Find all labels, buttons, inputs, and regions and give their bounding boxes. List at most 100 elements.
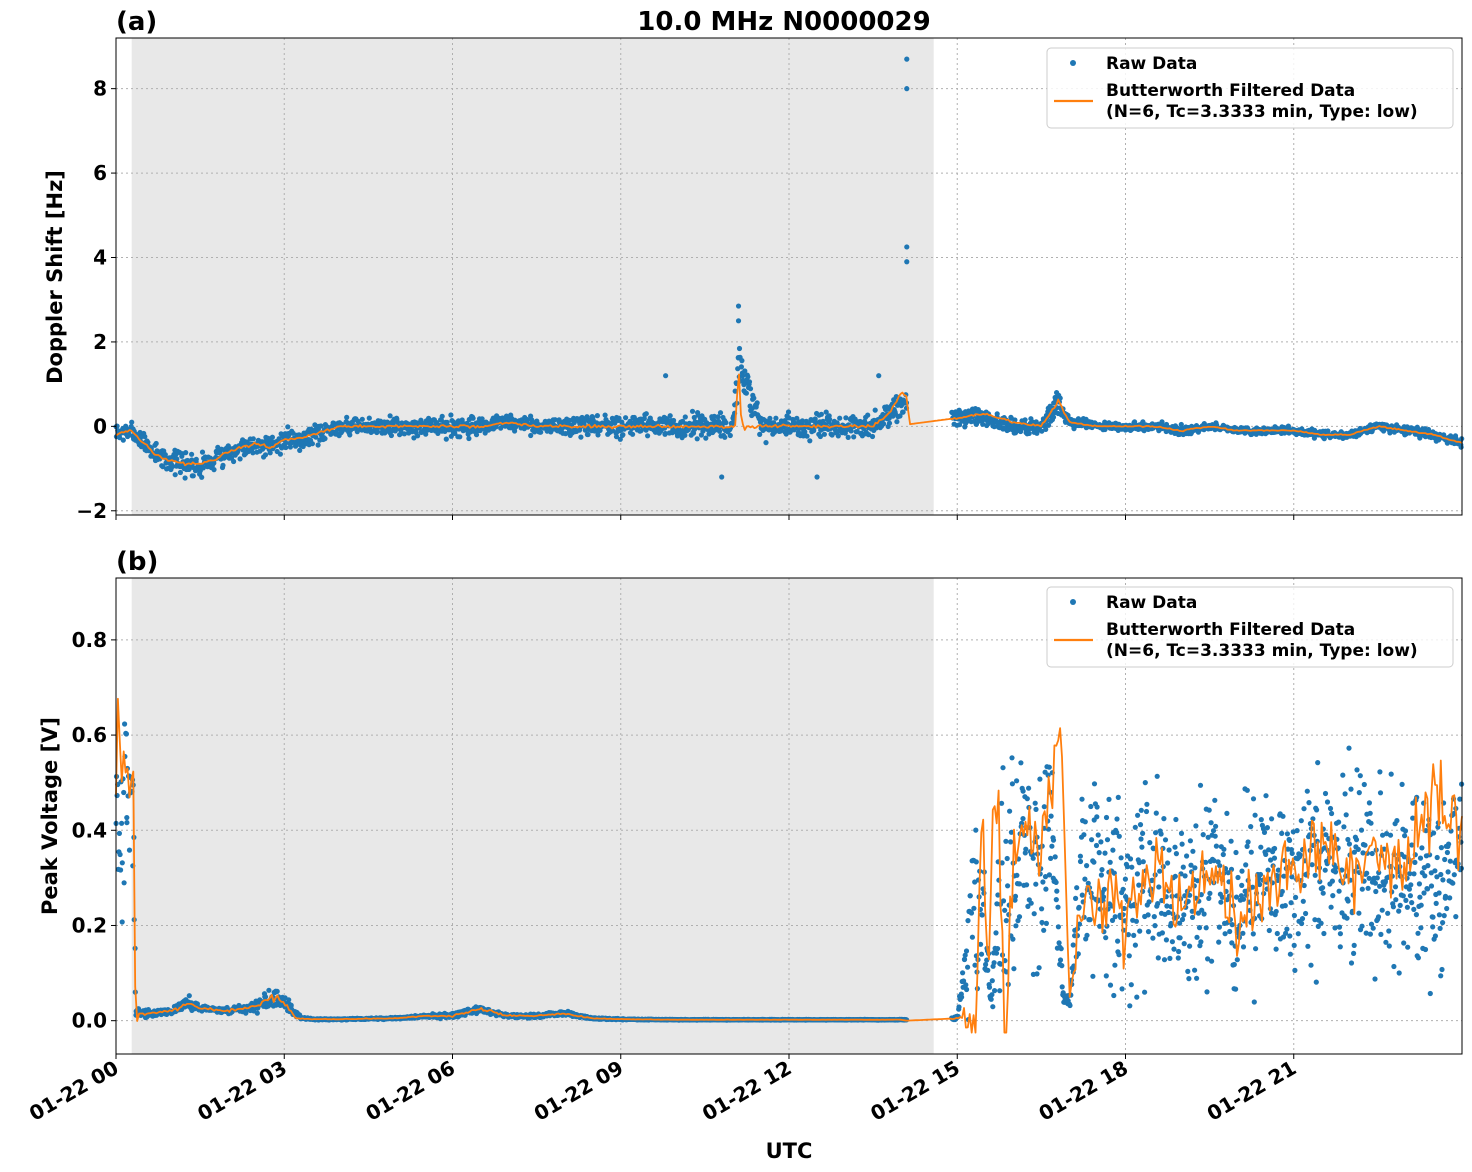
raw-point [1010, 936, 1016, 942]
raw-point [1050, 837, 1057, 843]
raw-point [1153, 830, 1159, 836]
raw-point [1240, 930, 1246, 936]
raw-point [1180, 864, 1186, 870]
raw-point [1257, 871, 1264, 878]
raw-point [835, 433, 841, 439]
raw-point [694, 436, 700, 442]
raw-point [286, 432, 292, 438]
raw-point [1004, 855, 1010, 862]
raw-point [643, 427, 649, 433]
raw-outlier-point [663, 373, 669, 379]
raw-point [1355, 846, 1361, 853]
night-shade-region [131, 578, 934, 1054]
raw-point [1142, 780, 1148, 786]
raw-point [1033, 881, 1039, 887]
raw-point [394, 419, 400, 425]
raw-point [160, 464, 166, 470]
raw-point [1294, 828, 1300, 834]
raw-point [995, 946, 1001, 952]
raw-point [538, 429, 544, 435]
raw-point [1346, 841, 1352, 847]
raw-point [1212, 797, 1218, 803]
raw-point [448, 412, 454, 418]
raw-point [1306, 800, 1312, 806]
raw-point [1143, 808, 1150, 815]
raw-point [200, 465, 206, 471]
raw-point [973, 827, 979, 833]
raw-point [1356, 910, 1362, 916]
raw-point [1144, 801, 1150, 807]
raw-point [190, 473, 196, 479]
raw-point [1104, 837, 1111, 843]
raw-point [1116, 952, 1122, 958]
raw-point [757, 431, 763, 437]
raw-point [1016, 881, 1023, 887]
raw-point [1167, 955, 1173, 962]
raw-point [1099, 867, 1105, 873]
raw-point [1096, 850, 1102, 856]
raw-point [1329, 878, 1335, 884]
raw-point [1381, 887, 1387, 893]
raw-point [182, 475, 188, 481]
raw-point [1057, 957, 1064, 963]
raw-point [1114, 816, 1120, 822]
raw-point [1056, 940, 1062, 946]
raw-point [1046, 764, 1052, 770]
raw-point [313, 434, 319, 440]
raw-point [717, 428, 723, 434]
raw-point [1024, 882, 1030, 888]
raw-point [1192, 967, 1198, 973]
raw-point [1185, 968, 1191, 975]
raw-point [315, 442, 321, 448]
raw-point [387, 413, 393, 419]
raw-outlier-point [904, 86, 910, 92]
raw-point [1176, 948, 1182, 955]
raw-point [1140, 830, 1146, 837]
raw-point [1229, 922, 1235, 928]
raw-point [965, 918, 971, 924]
raw-point [1059, 984, 1065, 990]
raw-point [1224, 810, 1230, 817]
raw-point [1187, 838, 1193, 844]
raw-point [1351, 942, 1357, 949]
raw-point [866, 432, 872, 438]
raw-point [1258, 844, 1264, 850]
raw-point [1332, 925, 1338, 931]
raw-point [1024, 796, 1030, 802]
raw-point [1377, 790, 1384, 796]
raw-point [1235, 874, 1241, 881]
raw-point [121, 880, 127, 886]
raw-point [1115, 794, 1121, 801]
raw-point [318, 423, 324, 429]
raw-point [254, 1010, 260, 1016]
raw-point [900, 409, 906, 415]
raw-point [1088, 803, 1094, 810]
raw-point [1048, 855, 1054, 862]
raw-point [1116, 833, 1122, 839]
raw-point [1361, 781, 1367, 788]
raw-point [967, 893, 973, 899]
raw-point [470, 415, 476, 421]
raw-point [1320, 890, 1326, 896]
y-tick-label: −2 [76, 499, 107, 523]
raw-point [894, 419, 900, 425]
raw-point [584, 414, 590, 420]
raw-point [1082, 819, 1088, 825]
raw-point [1076, 904, 1082, 910]
raw-outlier-point [719, 474, 725, 480]
raw-point [1118, 855, 1124, 861]
raw-point [1399, 781, 1405, 788]
raw-point [1287, 951, 1293, 957]
raw-point [283, 444, 289, 451]
raw-point [1240, 944, 1247, 950]
raw-point [1250, 796, 1257, 802]
raw-point [1279, 888, 1285, 895]
raw-point [763, 440, 769, 446]
raw-point [269, 434, 275, 440]
raw-point [528, 432, 534, 439]
raw-point [1193, 823, 1199, 829]
raw-point [231, 458, 237, 465]
raw-point [1204, 989, 1210, 995]
raw-point [738, 364, 745, 370]
raw-point [969, 934, 976, 940]
